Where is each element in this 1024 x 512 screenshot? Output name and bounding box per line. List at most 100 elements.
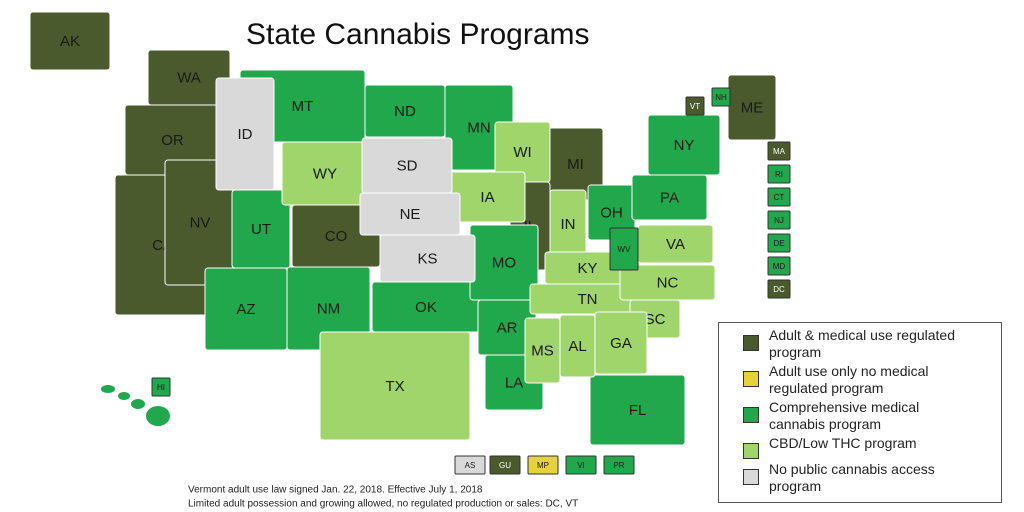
state-label: RI — [775, 170, 783, 179]
legend: Adult & medical use regulated program Adu… — [718, 322, 1002, 503]
state-label: TN — [578, 291, 598, 308]
legend-label: CBD/Low THC program — [769, 435, 917, 451]
state-label: CO — [325, 228, 348, 245]
state-shape — [524, 317, 561, 384]
state-label: VI — [577, 461, 585, 470]
legend-swatch — [743, 469, 759, 485]
state-label: HI — [157, 383, 165, 392]
state-label: SD — [397, 157, 418, 174]
state-label: VT — [690, 102, 700, 111]
state-label: IN — [561, 216, 576, 233]
legend-swatch — [743, 371, 759, 387]
legend-label: No public cannabis access program — [769, 461, 935, 494]
state-shape — [647, 114, 721, 176]
state-shape — [379, 234, 476, 283]
state-box — [767, 233, 791, 253]
state-shape — [319, 331, 471, 441]
legend-item: Comprehensive medical cannabis program — [727, 399, 993, 433]
state-label: ID — [238, 126, 253, 143]
state-label: NJ — [774, 216, 784, 225]
note: Limited adult possession and growing all… — [188, 499, 578, 510]
state-box — [454, 455, 486, 475]
state-label: OR — [161, 132, 184, 149]
legend-item: No public cannabis access program — [727, 461, 993, 495]
legend-swatch — [743, 407, 759, 423]
state-label: CT — [774, 193, 785, 202]
state-box — [527, 455, 559, 475]
hawaii-islands — [101, 385, 170, 426]
state-label: UT — [251, 221, 271, 238]
state-label: SC — [645, 311, 666, 328]
state-label: ME — [741, 99, 764, 116]
state-label: KY — [577, 260, 597, 277]
note: Vermont adult use law signed Jan. 22, 20… — [188, 485, 483, 496]
state-shape — [29, 11, 111, 71]
state-boxes: VT MA DC GU MP WV NH HI RI CT NJ DE MD VI PR AS — [151, 87, 791, 475]
state-label: TX — [385, 378, 404, 395]
state-label: DE — [773, 239, 784, 248]
legend-item: CBD/Low THC program — [727, 435, 993, 459]
states: AKWAORCANVCOMIILMEMTNDMNUTAZNMOKMOARLAOH… — [29, 11, 777, 446]
state-box — [711, 87, 731, 107]
legend-swatch — [743, 335, 759, 351]
state-label: FL — [629, 402, 647, 419]
state-label: NC — [657, 274, 679, 291]
state-label: KS — [417, 250, 437, 267]
legend-label: Comprehensive medical cannabis program — [769, 399, 920, 432]
state-label: AZ — [236, 301, 255, 318]
legend-item: Adult use only no medical regulated prog… — [727, 363, 993, 397]
state-box — [489, 455, 521, 475]
state-label: IA — [480, 189, 494, 206]
state-label: OK — [415, 299, 437, 316]
state-label: AR — [497, 319, 518, 336]
state-label: WY — [313, 165, 337, 182]
legend-swatch — [743, 443, 759, 459]
state-label: NY — [674, 137, 695, 154]
state-box — [609, 227, 639, 271]
state-shape — [727, 74, 777, 141]
state-label: GU — [499, 461, 511, 470]
state-box — [767, 164, 791, 184]
state-box — [151, 377, 171, 397]
state-label: MP — [537, 461, 549, 470]
state-label: PA — [660, 189, 679, 206]
state-label: GA — [610, 335, 632, 352]
state-box — [603, 455, 635, 475]
state-label: AL — [568, 338, 586, 355]
state-shape — [215, 77, 275, 191]
state-label: MI — [567, 156, 584, 173]
state-box — [767, 187, 791, 207]
state-label: MN — [467, 119, 490, 136]
state-label: NE — [400, 206, 421, 223]
state-label: AK — [60, 33, 80, 50]
state-label: NH — [715, 93, 727, 102]
legend-item: Adult & medical use regulated program — [727, 327, 993, 361]
state-shape — [589, 374, 686, 446]
state-label: VA — [666, 236, 685, 253]
state-box — [767, 256, 791, 276]
map-title: State Cannabis Programs — [246, 18, 590, 51]
legend-label: Adult use only no medical regulated prog… — [769, 363, 929, 396]
state-box — [767, 210, 791, 230]
state-label: LA — [505, 374, 523, 391]
state-box — [767, 141, 791, 161]
state-label: WI — [513, 144, 531, 161]
state-label: MO — [492, 254, 516, 271]
state-label: NV — [190, 214, 211, 231]
state-box — [767, 279, 791, 299]
state-label: DC — [773, 285, 785, 294]
state-label: ND — [394, 103, 416, 120]
state-label: MS — [531, 342, 554, 359]
state-box — [565, 455, 597, 475]
state-label: OH — [600, 204, 623, 221]
state-label: NM — [317, 300, 340, 317]
state-label: AS — [465, 461, 476, 470]
state-label: MT — [292, 98, 314, 115]
state-label: MA — [773, 147, 786, 156]
state-label: WA — [177, 69, 201, 86]
legend-label: Adult & medical use regulated program — [769, 327, 955, 360]
state-label: MD — [773, 262, 786, 271]
state-box — [685, 96, 705, 116]
